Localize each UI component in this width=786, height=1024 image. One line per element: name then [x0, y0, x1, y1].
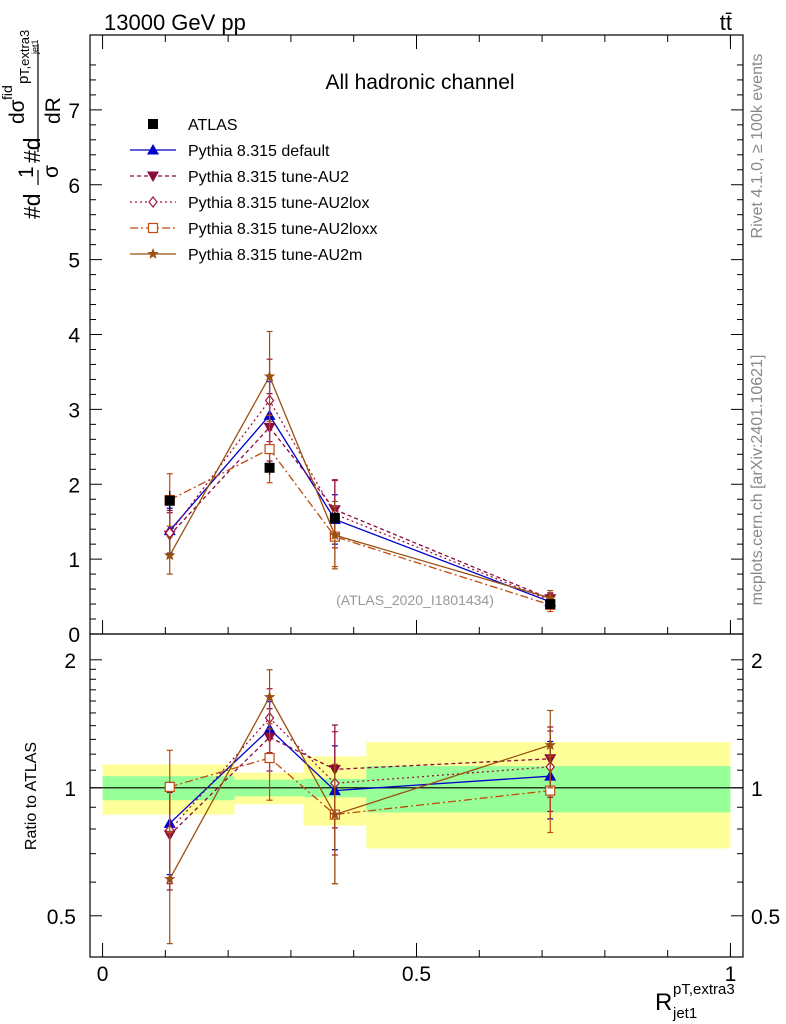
legend: ATLAS Pythia 8.315 default Pythia 8.315 tu… — [130, 117, 377, 264]
data-point — [544, 592, 556, 603]
main-y-axis: 0 1 2 3 4 5 6 7 — [68, 64, 743, 647]
ratio-data-point — [544, 739, 556, 750]
legend-entry: ATLAS — [148, 117, 238, 134]
ylabel-d2: #d — [19, 137, 45, 163]
ratio-y-axis: 0.5 0.5 1 1 2 2 — [47, 650, 780, 929]
x-label: R pT,extra3 jet1 — [655, 981, 735, 1022]
ratio-panel: 0.5 0.51 12 2 0 0.5 1 — [47, 35, 780, 986]
ylabel-dr: dR — [42, 97, 65, 124]
x-tick-label: 0 — [97, 963, 109, 986]
legend-marker — [147, 248, 159, 259]
ratio-series-line — [169, 695, 551, 880]
y-tick-label: 2 — [68, 474, 80, 497]
rivet-label: Rivet 4.1.0, ≥ 100k events — [749, 54, 766, 239]
ylabel-dsigma: dσ — [6, 99, 29, 124]
series-pythia-8-315-tune-au2lox — [164, 358, 556, 608]
ratio-data-point — [263, 691, 276, 702]
ylabel-one: 1 — [15, 166, 38, 178]
legend-entry: Pythia 8.315 tune-AU2 — [130, 169, 349, 186]
y-tick-label: 0 — [68, 624, 80, 647]
ratio-series-line — [169, 757, 551, 816]
data-point — [264, 443, 275, 455]
y-tick-label: 4 — [68, 325, 80, 348]
data-point — [329, 529, 341, 540]
x-tick-label: 1 — [725, 963, 737, 986]
ratio-data-point — [264, 752, 275, 764]
xlabel-subscript: jet1 — [672, 1005, 697, 1022]
ratio-y-tick-label-right: 0.5 — [751, 906, 780, 929]
xlabel-superscript: pT,extra3 — [673, 981, 735, 998]
legend-label: ATLAS — [188, 117, 238, 134]
series-line — [169, 448, 551, 606]
legend-marker — [147, 144, 159, 155]
legend-entry: Pythia 8.315 tune-AU2lox — [130, 195, 369, 212]
legend-label: Pythia 8.315 tune-AU2lox — [188, 195, 369, 212]
ratio-data-point — [164, 781, 175, 792]
ratio-data-point — [329, 808, 341, 820]
ratio-data-point — [164, 873, 176, 884]
ratio-y-tick-label: 0.5 — [47, 906, 76, 929]
atlas-data-point — [545, 599, 556, 610]
xlabel-base: R — [655, 989, 672, 1016]
data-point — [164, 549, 176, 561]
ratio-series-line — [169, 728, 551, 824]
main-series-layer — [163, 330, 557, 613]
atlas-data-point — [264, 462, 275, 473]
ratio-series-pythia-8-315-tune-au2m — [164, 669, 556, 945]
process-label: tt̄ — [720, 10, 732, 35]
ratio-ylabel: Ratio to ATLAS — [23, 742, 40, 850]
legend-marker — [147, 171, 159, 182]
y-tick-label: 7 — [68, 100, 80, 123]
energy-label: 13000 GeV pp — [104, 10, 246, 35]
ylabel-p: p — [15, 76, 32, 84]
ylabel-ptextra3: T,extra3 — [17, 30, 32, 76]
y-tick-label: 5 — [68, 250, 80, 273]
legend-entry: Pythia 8.315 tune-AU2loxx — [130, 221, 377, 238]
ratio-series-layer — [163, 669, 557, 945]
main-panel: 0 1 2 3 4 5 6 7 All hadronic channel (ATLAS_202… — [68, 34, 744, 647]
legend-label: Pythia 8.315 tune-AU2 — [188, 169, 349, 186]
x-axis: 0 0.5 1 — [97, 35, 737, 986]
series-pythia-8-315-default — [163, 381, 557, 609]
analysis-id: (ATLAS_2020_I1801434) — [336, 592, 494, 608]
legend-marker — [148, 119, 158, 129]
ratio-series-line — [169, 716, 551, 831]
series-atlas — [164, 461, 556, 610]
ratio-series-line — [169, 736, 551, 836]
y-tick-label: 1 — [68, 549, 80, 572]
series-line — [169, 426, 551, 600]
ylabel-fid: fid — [0, 85, 15, 100]
series-line — [169, 414, 551, 603]
atlas-data-point — [164, 495, 175, 506]
legend-entry: Pythia 8.315 default — [130, 143, 330, 160]
series-line — [169, 374, 551, 599]
legend-label: Pythia 8.315 default — [188, 143, 330, 160]
ylabel-d: #d — [19, 193, 45, 219]
y-tick-label: 3 — [68, 399, 80, 422]
ratio-y-tick-label-right: 2 — [751, 650, 763, 673]
mcplots-label: mcplots.cern.ch [arXiv:2401.10621] — [749, 355, 766, 606]
ratio-y-tick-label: 1 — [64, 778, 76, 801]
ylabel-sigma: σ — [40, 165, 63, 178]
legend-label: Pythia 8.315 tune-AU2m — [188, 247, 362, 264]
y-tick-label: 6 — [68, 175, 80, 198]
main-y-label: #d 1 σ #d dσ fid p T,extra3 jet1 dR — [0, 30, 65, 219]
legend-label: Pythia 8.315 tune-AU2loxx — [188, 221, 377, 238]
series-line — [169, 399, 551, 601]
legend-marker — [148, 196, 158, 208]
atlas-data-point — [329, 512, 340, 523]
legend-entry: Pythia 8.315 tune-AU2m — [130, 247, 362, 264]
chart-title: All hadronic channel — [325, 71, 514, 94]
data-point — [263, 370, 276, 382]
x-tick-label: 0.5 — [402, 963, 431, 986]
ratio-bands — [90, 742, 743, 849]
series-pythia-8-315-tune-au2 — [163, 393, 557, 606]
ylabel-jet1: jet1 — [30, 39, 40, 55]
legend-marker — [147, 222, 159, 234]
ratio-y-tick-label-right: 1 — [751, 778, 763, 801]
ratio-y-tick-label: 2 — [64, 650, 76, 673]
